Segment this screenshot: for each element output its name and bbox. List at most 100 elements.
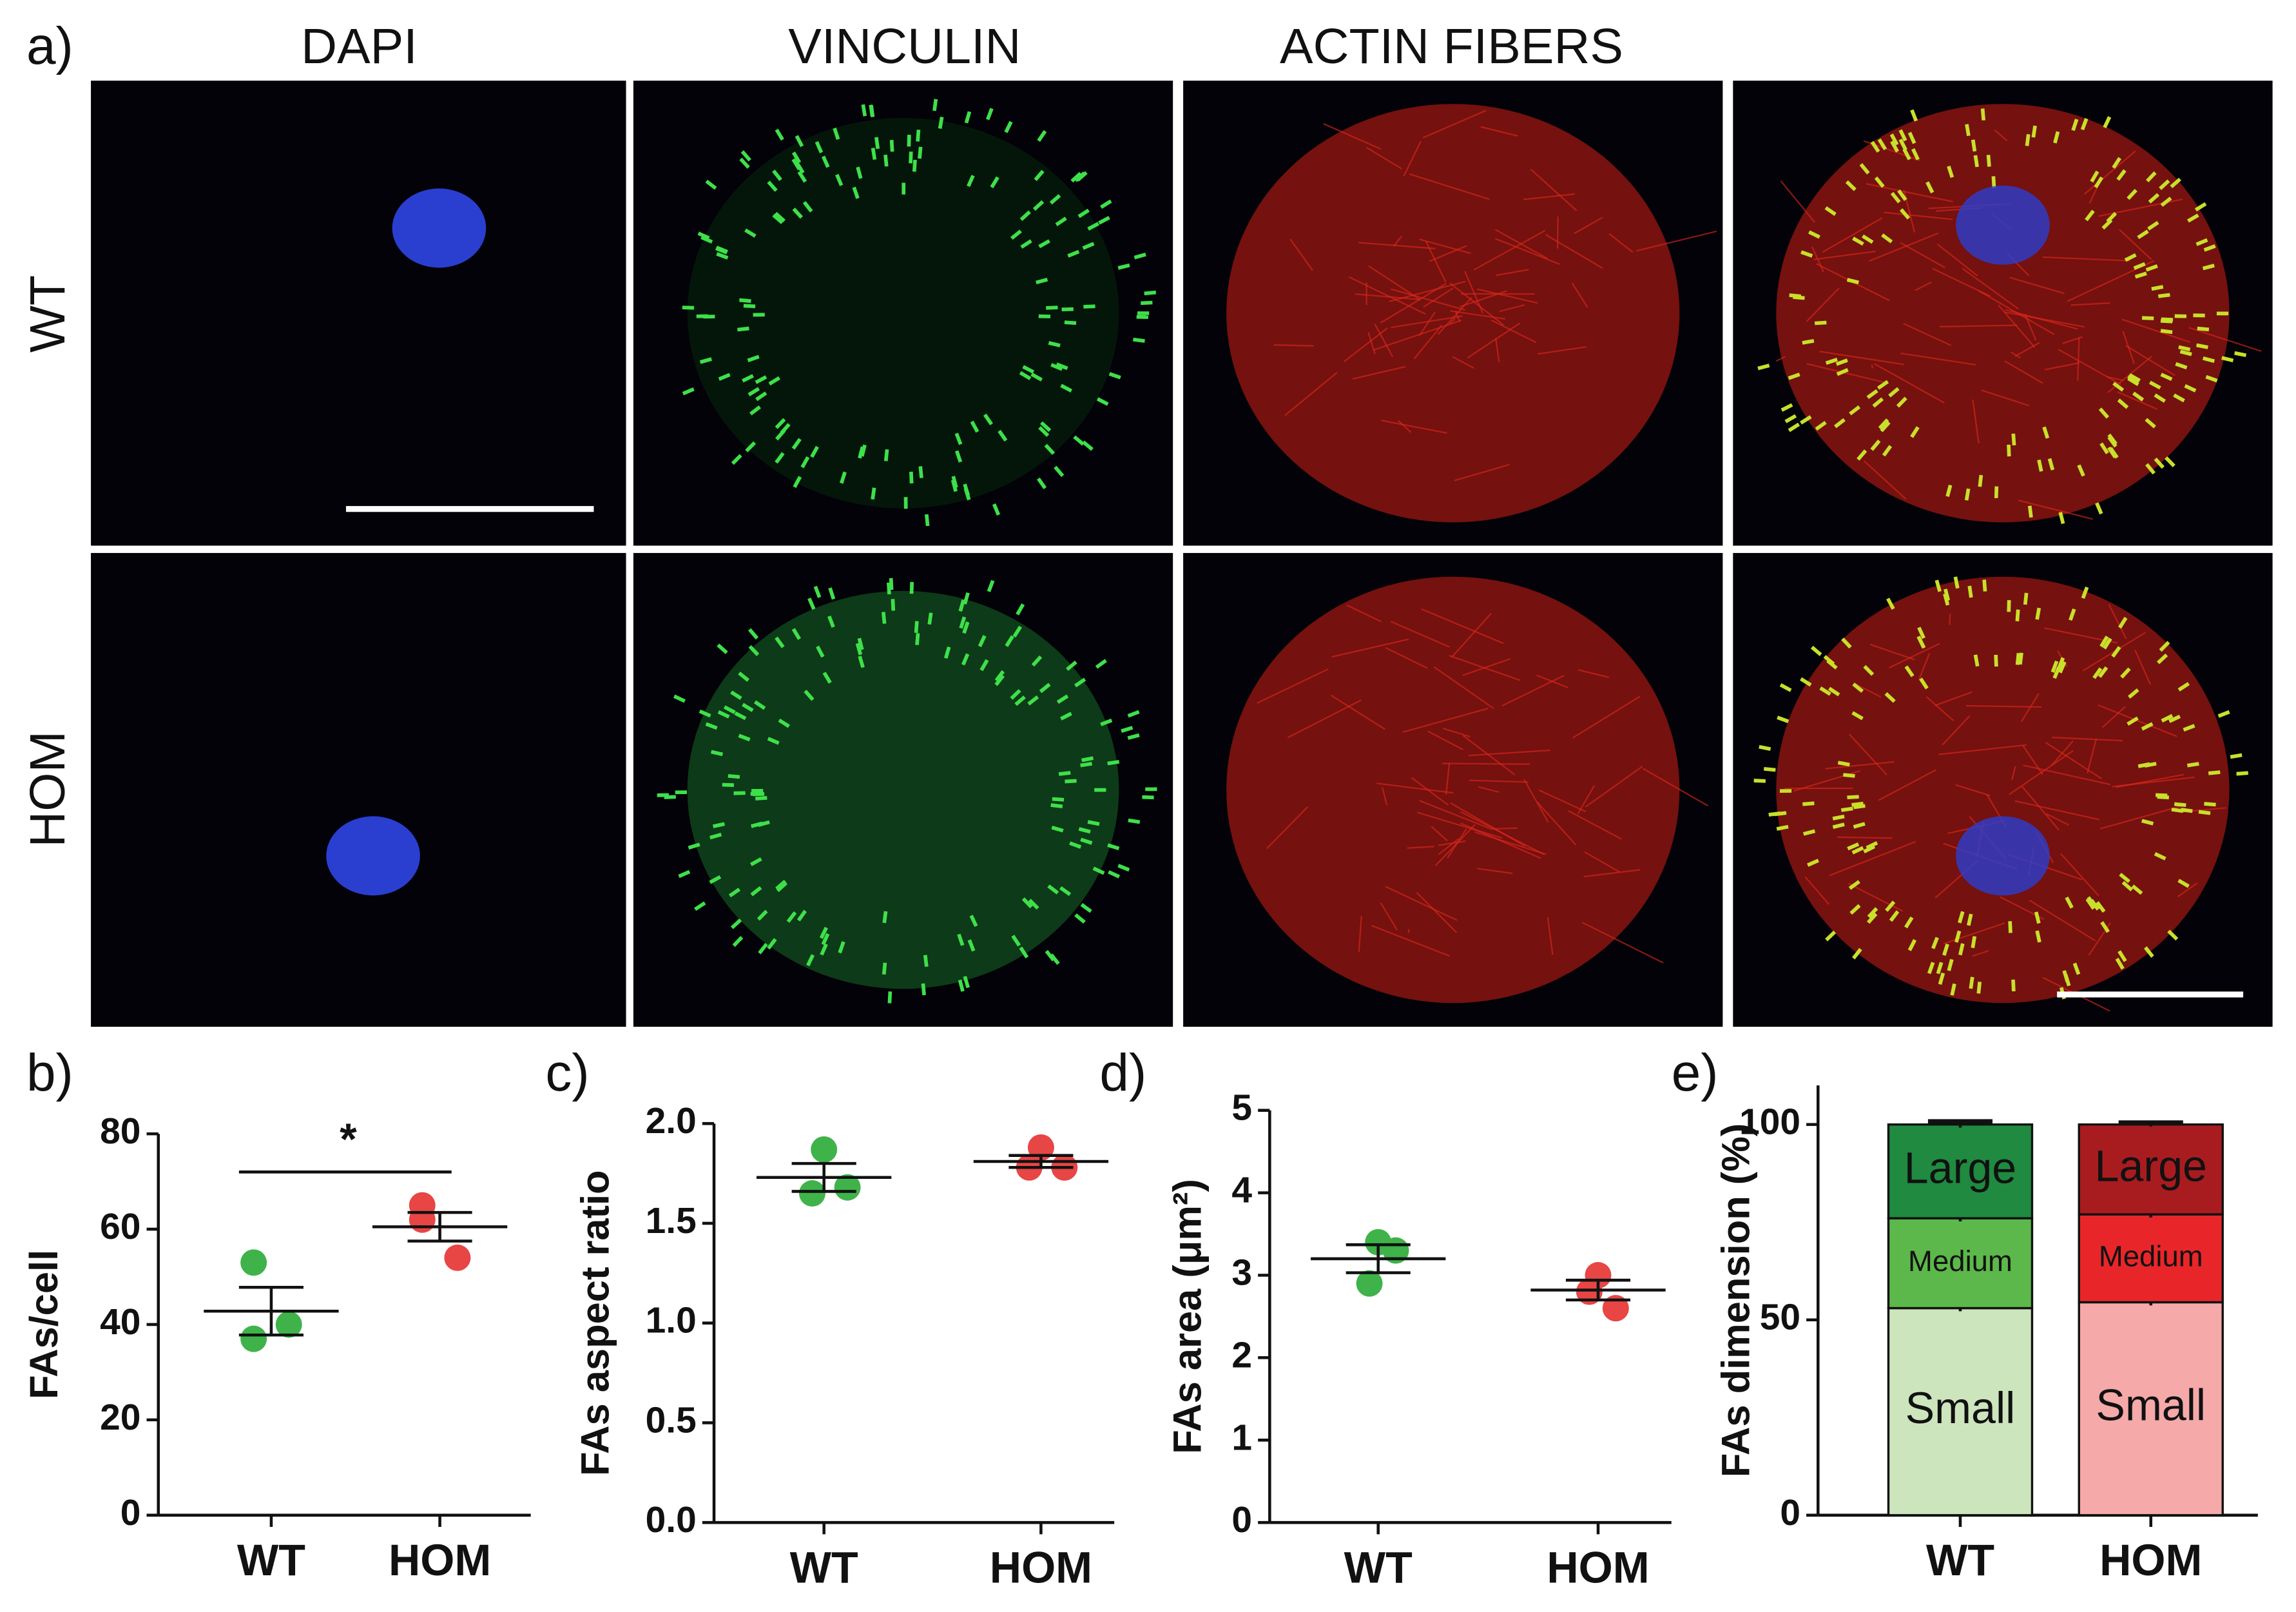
actin-fiber bbox=[2021, 786, 2060, 831]
actin-fiber bbox=[1932, 267, 1991, 297]
adhesion-speck bbox=[744, 228, 757, 238]
y-tick-label: 5 bbox=[1231, 1088, 1252, 1129]
adhesion-speck bbox=[2103, 116, 2112, 129]
adhesion-speck bbox=[2023, 592, 2029, 605]
adhesion-speck bbox=[2145, 418, 2156, 429]
adhesion-speck bbox=[1862, 234, 1874, 244]
adhesion-speck bbox=[1049, 194, 1061, 205]
adhesion-speck bbox=[2035, 607, 2041, 620]
adhesion-speck bbox=[1836, 367, 1849, 376]
adhesion-speck bbox=[2096, 901, 2106, 913]
actin-fiber bbox=[1474, 831, 1547, 855]
adhesion-speck bbox=[1910, 109, 1918, 122]
adhesion-speck bbox=[1058, 771, 1071, 776]
adhesion-speck bbox=[2160, 373, 2173, 382]
adhesion-speck bbox=[750, 886, 762, 897]
actin-fiber bbox=[1452, 356, 1474, 369]
adhesion-speck bbox=[2087, 896, 2097, 908]
adhesion-speck bbox=[2037, 459, 2043, 472]
actin-fiber bbox=[2122, 331, 2136, 364]
y-tick-label: 60 bbox=[100, 1207, 140, 1247]
adhesion-speck bbox=[1050, 363, 1063, 371]
adhesion-speck bbox=[1814, 320, 1827, 325]
adhesion-speck bbox=[740, 150, 751, 162]
adhesion-speck bbox=[2133, 262, 2146, 270]
adhesion-speck bbox=[2179, 349, 2192, 356]
adhesion-speck bbox=[2118, 616, 2128, 629]
actin-fiber bbox=[2117, 391, 2158, 410]
adhesion-speck bbox=[1867, 912, 1878, 924]
actin-fiber bbox=[2023, 764, 2111, 786]
actin-fiber bbox=[1390, 621, 1450, 648]
segment-label: Large bbox=[1904, 1143, 2017, 1192]
actin-fiber bbox=[1972, 399, 1980, 444]
nucleus bbox=[326, 816, 420, 896]
actin-fiber bbox=[2119, 229, 2152, 260]
adhesion-speck bbox=[2034, 911, 2041, 924]
actin-fiber bbox=[1371, 924, 1451, 957]
adhesion-speck bbox=[1141, 300, 1153, 306]
adhesion-speck bbox=[963, 592, 970, 605]
adhesion-speck bbox=[858, 446, 865, 459]
adhesion-speck bbox=[2071, 119, 2079, 131]
adhesion-speck bbox=[2160, 197, 2172, 207]
micrograph bbox=[91, 552, 626, 1027]
adhesion-speck bbox=[1012, 625, 1023, 638]
adhesion-speck bbox=[2141, 819, 2154, 826]
bar-segment bbox=[1887, 1123, 2034, 1219]
adhesion-speck bbox=[1840, 806, 1853, 812]
adhesion-speck bbox=[1016, 603, 1025, 616]
adhesion-speck bbox=[1973, 155, 1979, 168]
actin-fiber bbox=[1385, 886, 1458, 921]
adhesion-speck bbox=[1014, 695, 1026, 706]
actin-fiber bbox=[1467, 322, 1521, 359]
adhesion-speck bbox=[1807, 859, 1820, 867]
adhesion-speck bbox=[1098, 215, 1110, 225]
adhesion-speck bbox=[1904, 665, 1915, 677]
adhesion-speck bbox=[1060, 384, 1072, 393]
adhesion-speck bbox=[2173, 393, 2185, 403]
actin-fiber bbox=[1523, 779, 1549, 823]
y-tick-label: 0.0 bbox=[646, 1500, 697, 1540]
actin-fiber bbox=[2177, 882, 2198, 898]
adhesion-speck bbox=[2170, 177, 2181, 189]
actin-fiber bbox=[1994, 129, 2008, 142]
adhesion-speck bbox=[815, 141, 824, 153]
y-tick-label: 3 bbox=[1231, 1253, 1252, 1294]
adhesion-speck bbox=[2165, 456, 2175, 467]
actin-fiber bbox=[1390, 288, 1466, 311]
actin-fiber bbox=[1403, 141, 1422, 177]
adhesion-speck bbox=[828, 587, 836, 600]
adhesion-speck bbox=[1884, 692, 1896, 703]
adhesion-speck bbox=[2008, 921, 2012, 933]
adhesion-speck bbox=[2137, 229, 2149, 239]
adhesion-speck bbox=[858, 655, 865, 668]
y-tick-label: 0 bbox=[1780, 1493, 1800, 1533]
adhesion-speck bbox=[1845, 180, 1857, 191]
adhesion-speck bbox=[739, 298, 751, 303]
actin-fiber bbox=[1955, 784, 1991, 797]
adhesion-speck bbox=[802, 200, 813, 213]
adhesion-speck bbox=[1965, 124, 1971, 137]
actin-fiber bbox=[1462, 657, 1511, 676]
adhesion-speck bbox=[1872, 397, 1884, 408]
adhesion-speck bbox=[1863, 665, 1875, 676]
adhesion-speck bbox=[742, 374, 754, 383]
adhesion-speck bbox=[2112, 382, 2125, 392]
adhesion-speck bbox=[869, 104, 874, 117]
column-title: VINCULIN bbox=[788, 19, 1021, 74]
vinculin-cell bbox=[687, 590, 1119, 989]
actin-fiber bbox=[1476, 288, 1538, 304]
adhesion-speck bbox=[1040, 421, 1052, 432]
adhesion-speck bbox=[2085, 209, 2095, 222]
adhesion-speck bbox=[2147, 220, 2159, 231]
adhesion-speck bbox=[712, 822, 725, 828]
actin-fiber bbox=[1494, 229, 1548, 260]
actin-fiber bbox=[1888, 643, 1940, 669]
adhesion-speck bbox=[1100, 718, 1113, 726]
adhesion-speck bbox=[2095, 502, 2103, 515]
actin-fiber bbox=[1942, 715, 1971, 746]
adhesion-speck bbox=[2141, 722, 2154, 731]
adhesion-speck bbox=[2145, 264, 2158, 272]
adhesion-speck bbox=[1810, 645, 1822, 656]
